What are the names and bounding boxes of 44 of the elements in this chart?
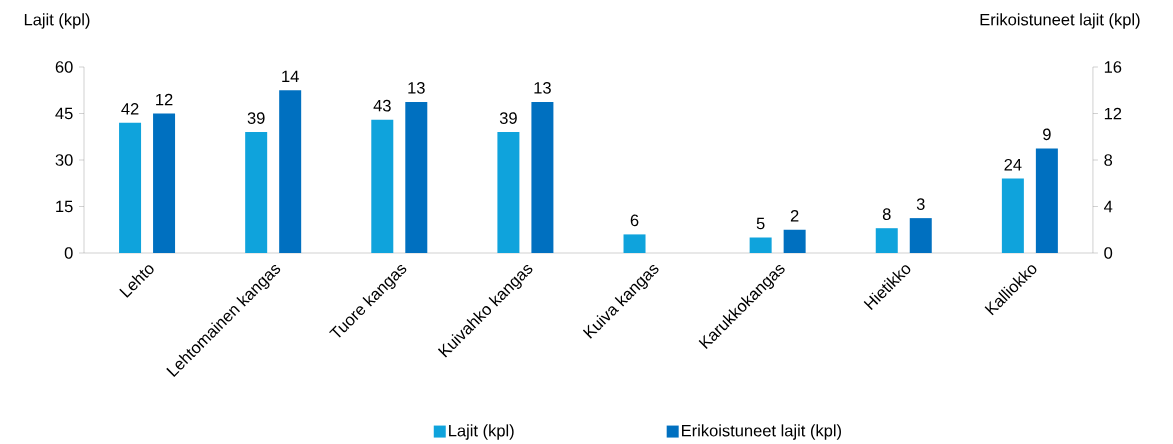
y-axis-title: Lajit (kpl) [24, 13, 90, 29]
y2-tick-label: 8 [1104, 154, 1113, 166]
bar [119, 122, 142, 253]
data-label: 9 [1043, 128, 1051, 141]
data-label: 6 [630, 214, 639, 227]
bar [497, 132, 520, 253]
bar [1001, 178, 1024, 253]
data-label: 39 [499, 112, 517, 124]
data-label: 43 [373, 99, 391, 112]
legend-label: Erikoistuneet lajit (kpl) [682, 424, 841, 440]
data-label: 13 [534, 82, 551, 94]
y2-tick-label: 12 [1104, 107, 1122, 120]
bar [875, 228, 898, 253]
y-tick-label: 15 [56, 200, 73, 213]
bar [749, 237, 772, 253]
data-label: 14 [282, 70, 299, 83]
y2-axis-title: Erikoistuneet lajit (kpl) [980, 13, 1140, 29]
bar [1035, 148, 1058, 253]
legend-label: Lajit (kpl) [449, 424, 514, 440]
y-tick-label: 0 [64, 247, 73, 259]
bar [245, 132, 268, 253]
y2-tick-label: 0 [1104, 247, 1113, 259]
data-label: 42 [121, 103, 139, 115]
bar [279, 90, 302, 253]
bar [783, 229, 806, 253]
data-label: 5 [756, 217, 765, 230]
y2-tick-label: 16 [1104, 61, 1122, 73]
bar [531, 101, 554, 253]
bar [623, 234, 646, 253]
y-tick-label: 45 [55, 107, 73, 120]
bar [909, 218, 932, 253]
data-label: 13 [408, 82, 425, 94]
y-tick-label: 30 [55, 154, 73, 166]
data-label: 24 [1004, 158, 1022, 171]
bar [405, 101, 428, 253]
bar [371, 119, 394, 253]
bar [153, 113, 176, 253]
data-label: 39 [247, 112, 265, 124]
data-label: 3 [916, 198, 925, 210]
data-label: 8 [882, 208, 891, 220]
data-label: 12 [156, 93, 173, 106]
y-tick-label: 60 [55, 61, 73, 73]
data-label: 2 [790, 210, 799, 222]
y2-tick-label: 4 [1104, 200, 1113, 213]
